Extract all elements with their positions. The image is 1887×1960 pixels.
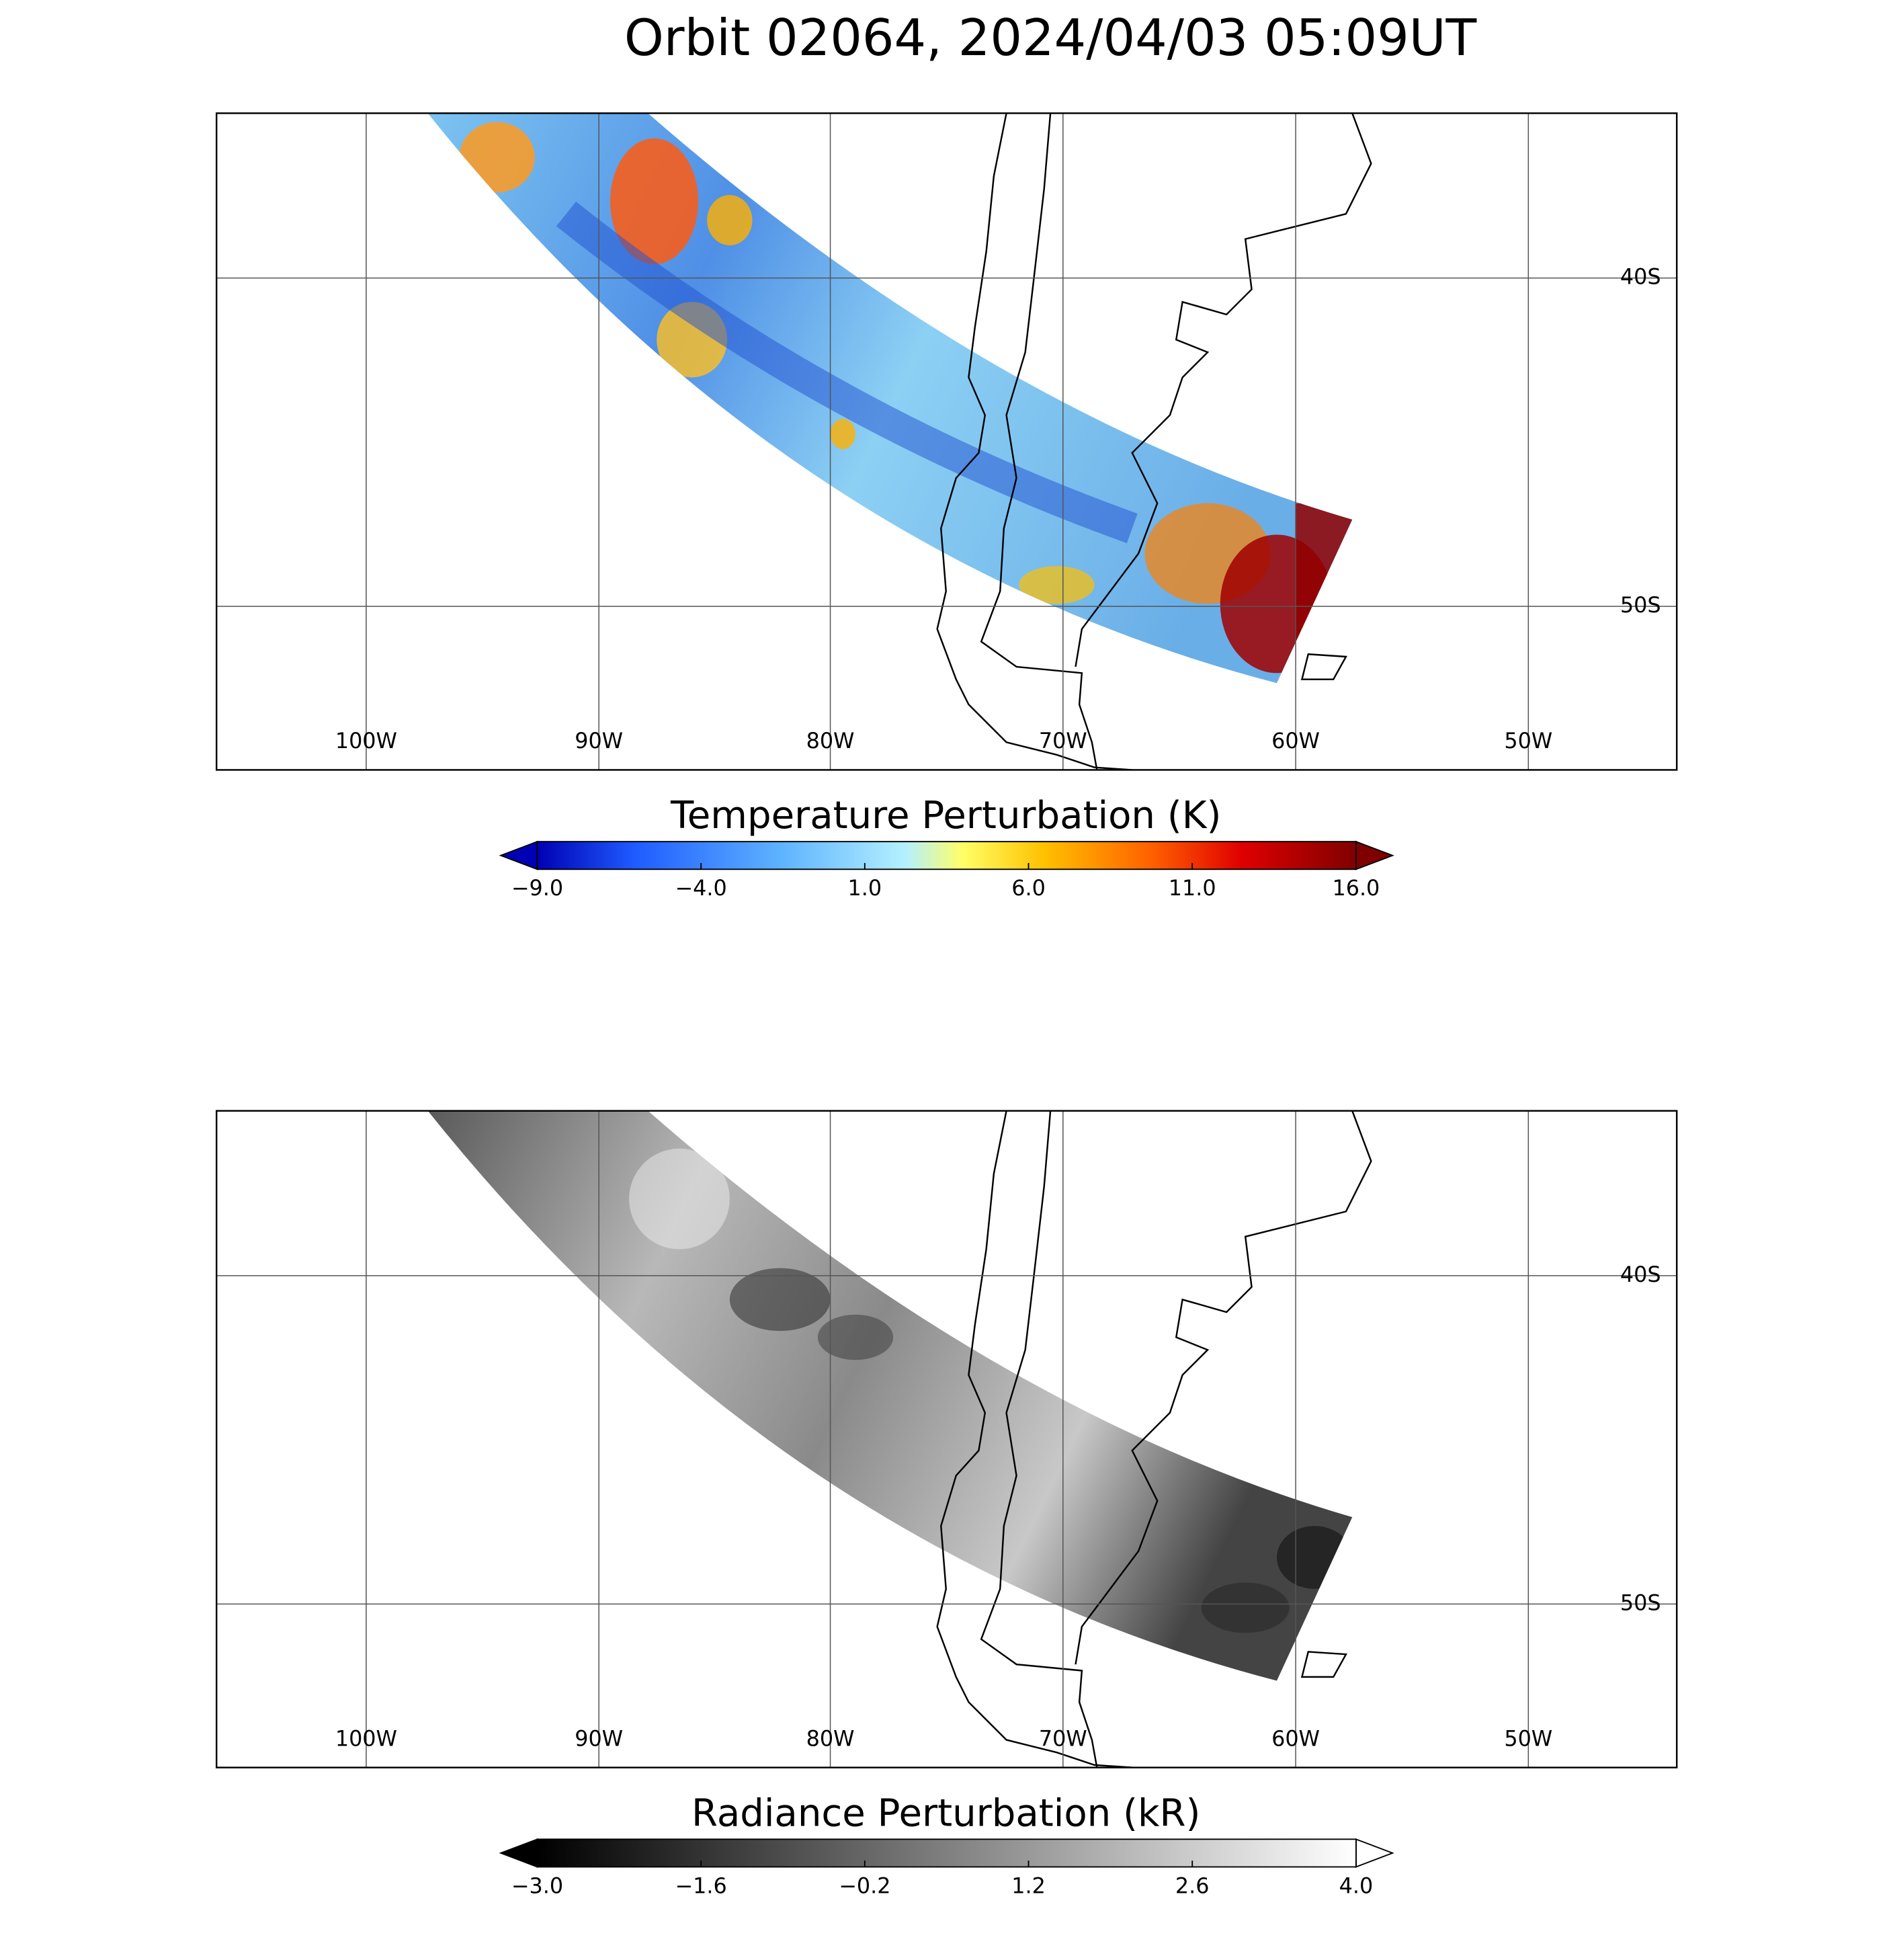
colorbar-tick-label: 11.0 [1169, 875, 1216, 901]
colorbar-title: Radiance Perturbation (kR) [691, 1791, 1200, 1835]
lon-label: 100W [335, 1725, 397, 1751]
colorbar-arrow [499, 1838, 538, 1868]
colorbar-tick-label: −0.2 [839, 1873, 890, 1898]
colorbar-tick-label: −4.0 [675, 875, 727, 901]
lon-label: 100W [335, 728, 397, 753]
colorbar-arrow [499, 840, 538, 870]
map-frame [215, 112, 1678, 771]
map-frame [215, 1110, 1678, 1768]
swath [427, 1110, 1353, 1681]
lon-label: 50W [1504, 728, 1552, 753]
lon-label: 60W [1271, 728, 1320, 753]
colorbar [536, 841, 1357, 870]
lon-label: 80W [806, 728, 855, 753]
colorbar-arrow [1355, 1838, 1394, 1868]
colorbar-tick-label: −9.0 [511, 875, 563, 901]
figure-title: Orbit 02064, 2024/04/03 05:09UT [624, 9, 1477, 67]
colorbar-tick-label: 16.0 [1332, 875, 1380, 901]
lon-label: 70W [1039, 728, 1087, 753]
colorbar-tick-label: 4.0 [1339, 1873, 1374, 1898]
lon-label: 90W [575, 728, 623, 753]
colorbar-tick-label: −3.0 [511, 1873, 563, 1898]
lat-label: 50S [1620, 592, 1661, 618]
lon-label: 90W [575, 1725, 623, 1751]
lon-label: 70W [1039, 1725, 1087, 1751]
lon-label: 60W [1271, 1725, 1320, 1751]
map-panel: 100W 90W 80W 70W 60W 50W 40S 50S Radiance Pertur… [215, 1110, 1678, 1898]
lat-label: 40S [1620, 264, 1661, 290]
colorbar-tick-label: −1.6 [675, 1873, 727, 1898]
map-panel: 100W 90W 80W 70W 60W 50W 40S 50S Temperature Per… [215, 112, 1678, 901]
lat-label: 40S [1620, 1262, 1661, 1287]
colorbar-tick-label: 1.2 [1011, 1873, 1046, 1898]
colorbar-arrow [1355, 840, 1394, 870]
lon-label: 50W [1504, 1725, 1552, 1751]
colorbar-tick-label: 6.0 [1011, 875, 1046, 901]
lat-label: 50S [1620, 1590, 1661, 1615]
colorbar-tick-label: 1.0 [848, 875, 882, 901]
colorbar-tick-label: 2.6 [1175, 1873, 1210, 1898]
colorbar [536, 1838, 1357, 1868]
colorbar-title: Temperature Perturbation (K) [670, 794, 1221, 838]
lon-label: 80W [806, 1725, 855, 1751]
